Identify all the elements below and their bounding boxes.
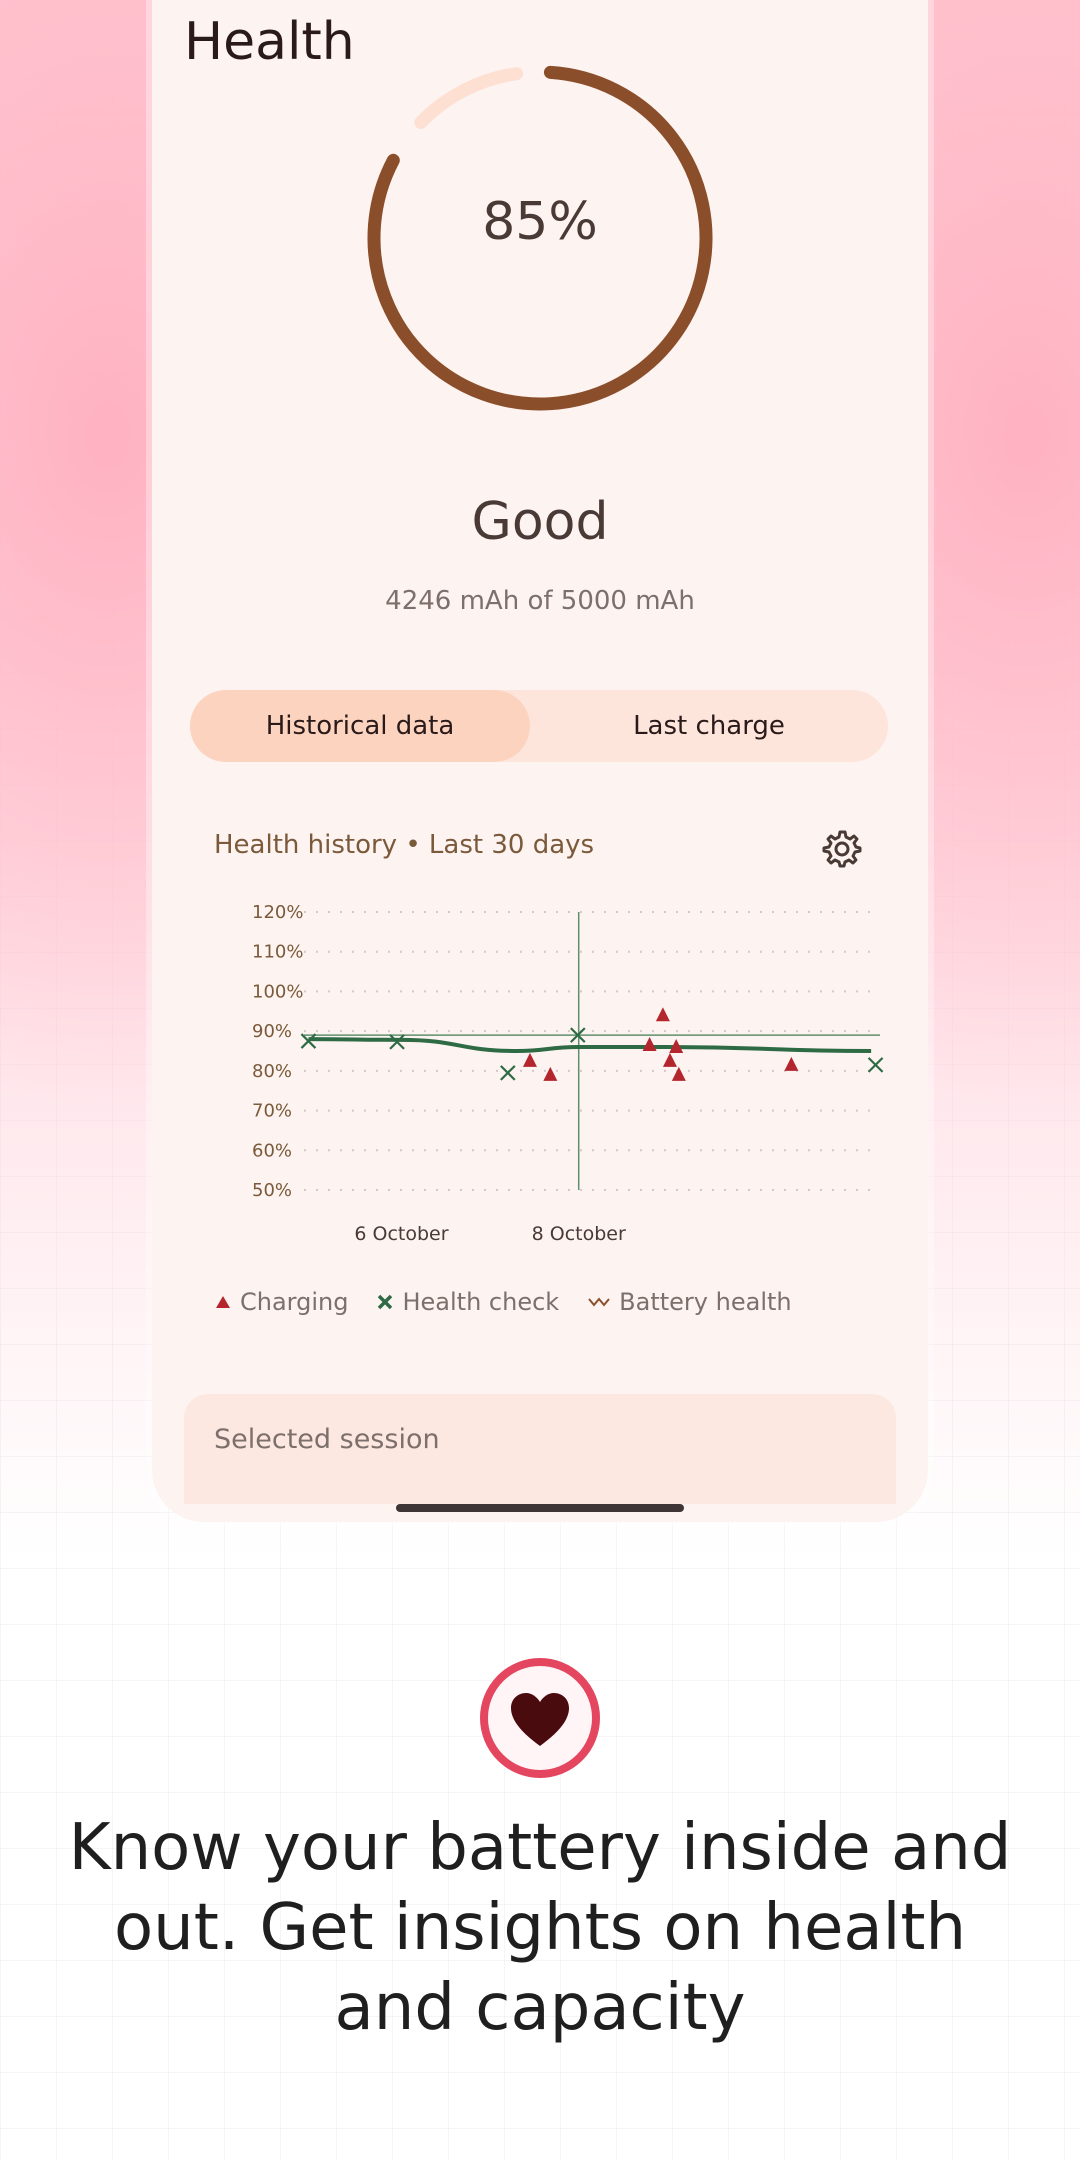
tab-historical-data[interactable]: Historical data bbox=[190, 690, 530, 762]
charging-point[interactable] bbox=[522, 1052, 537, 1067]
x-tick-label: 8 October bbox=[532, 1223, 626, 1245]
charging-point[interactable] bbox=[655, 1007, 670, 1022]
tagline: Know your battery inside and out. Get in… bbox=[68, 1811, 1012, 2045]
selected-session-label: Selected session bbox=[214, 1424, 440, 1455]
chart-header: Health history • Last 30 days bbox=[214, 830, 595, 860]
y-tick-label: 80% bbox=[252, 1061, 292, 1082]
health-check-point[interactable] bbox=[570, 1027, 586, 1043]
legend-health-check-label: Health check bbox=[402, 1288, 560, 1316]
y-tick-label: 70% bbox=[252, 1101, 292, 1122]
capacity-text: 4246 mAh of 5000 mAh bbox=[385, 586, 695, 616]
battery-health-line bbox=[308, 1037, 872, 1054]
gauge-fill bbox=[367, 65, 713, 411]
y-tick-label: 50% bbox=[252, 1180, 292, 1201]
charging-point[interactable] bbox=[543, 1066, 558, 1081]
health-percent: 85% bbox=[482, 192, 598, 252]
legend-battery-health: Battery health bbox=[587, 1288, 792, 1316]
charging-point[interactable] bbox=[671, 1066, 686, 1081]
legend-charging-label: Charging bbox=[240, 1288, 349, 1316]
charging-point[interactable] bbox=[669, 1039, 684, 1054]
y-tick-label: 100% bbox=[252, 981, 303, 1002]
charging-point[interactable] bbox=[662, 1052, 677, 1067]
phone-screen: Health 85% Good 4246 mAh of 5000 mAh His… bbox=[152, 0, 928, 1522]
heart-icon bbox=[478, 1656, 602, 1780]
page-title: Health bbox=[184, 12, 355, 72]
gauge-track bbox=[414, 67, 524, 129]
health-check-point[interactable] bbox=[500, 1065, 516, 1081]
x-tick-label: 6 October bbox=[354, 1223, 448, 1245]
health-history-chart[interactable]: 120% 110% 100% 90% 80% 70% 60% 50% 6 October 8 Oc… bbox=[192, 890, 892, 1250]
view-tabs: Historical data Last charge bbox=[190, 690, 888, 762]
cross-icon bbox=[378, 1294, 393, 1310]
y-tick-label: 60% bbox=[252, 1140, 292, 1161]
gear-icon[interactable] bbox=[822, 828, 862, 868]
health-check-point[interactable] bbox=[867, 1057, 884, 1073]
health-check-point[interactable] bbox=[300, 1033, 317, 1049]
legend-health-check: Health check bbox=[376, 1288, 559, 1316]
wave-icon bbox=[588, 1297, 610, 1307]
legend-charging: Charging bbox=[214, 1288, 348, 1316]
health-check-point[interactable] bbox=[389, 1034, 405, 1050]
y-tick-label: 90% bbox=[252, 1021, 292, 1042]
charging-point[interactable] bbox=[642, 1037, 657, 1052]
tab-last-charge[interactable]: Last charge bbox=[633, 711, 785, 741]
health-gauge: 85% bbox=[364, 60, 716, 440]
legend-battery-health-label: Battery health bbox=[619, 1288, 792, 1316]
triangle-icon bbox=[216, 1296, 230, 1308]
health-status: Good bbox=[471, 492, 609, 552]
y-tick-label: 110% bbox=[252, 942, 303, 963]
y-tick-label: 120% bbox=[252, 902, 303, 923]
chart-legend: Charging Health check Battery health bbox=[214, 1282, 820, 1322]
home-indicator[interactable] bbox=[396, 1504, 684, 1512]
health-ring bbox=[367, 65, 713, 411]
charging-point[interactable] bbox=[784, 1056, 799, 1071]
selected-session-card[interactable]: Selected session bbox=[184, 1394, 896, 1504]
